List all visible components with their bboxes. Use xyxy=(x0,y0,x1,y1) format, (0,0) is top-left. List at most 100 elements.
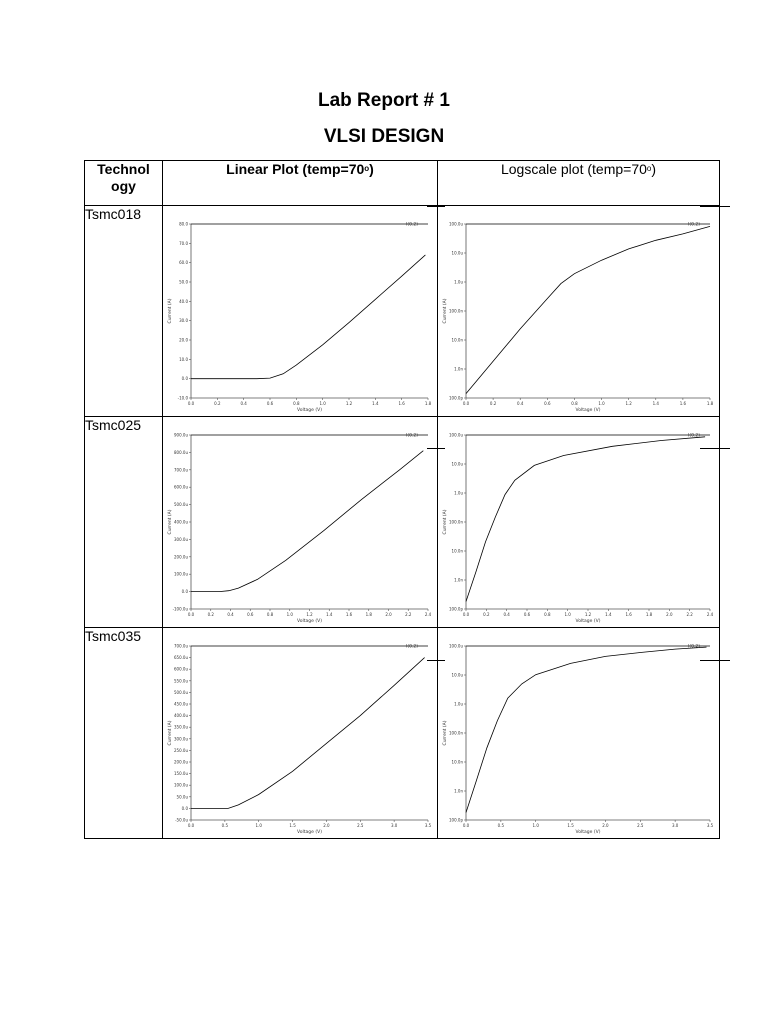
tsmc018-linear-chart: 80.070.060.050.040.030.020.010.00.0-10.0… xyxy=(167,222,432,414)
log-plot-cell: 100.0u 10.0u 1.0u 100.0n 10.0n 1.0n 100.0p 0.0 0… xyxy=(437,416,720,628)
log-header-text: Logscale plot (temp=70 xyxy=(500,161,647,177)
y-tick-label: 10.0n xyxy=(452,549,464,554)
y-axis-label: Current (A) xyxy=(167,298,173,323)
x-tick-label: 0.2 xyxy=(208,612,215,617)
y-tick-label: 60.0 xyxy=(179,260,188,265)
x-tick-label: 0.6 xyxy=(544,401,551,406)
x-tick-label: 2.0 xyxy=(666,612,673,617)
linear-degree-mark: o xyxy=(364,164,370,173)
y-tick-label: 250.0u xyxy=(174,748,188,753)
y-tick-label: 300.0u xyxy=(174,736,188,741)
y-axis-label: Current (A) xyxy=(442,298,448,323)
x-tick-label: 2.4 xyxy=(425,612,432,617)
y-tick-label: 30.0 xyxy=(179,318,188,323)
reference-label: I(0.2) xyxy=(688,433,700,439)
log-plot-cell: 100.0u 10.0u 1.0u 100.0n 10.0n 1.0n 100.0p 0.0 0… xyxy=(437,205,720,417)
x-tick-label: 0.2 xyxy=(214,401,221,406)
x-tick-label: 0.6 xyxy=(267,401,274,406)
x-tick-label: 1.0 xyxy=(533,823,540,828)
y-tick-label: 150.0u xyxy=(174,771,188,776)
y-tick-label: 1.0u xyxy=(454,280,463,285)
x-tick-label: 1.6 xyxy=(398,401,405,406)
x-tick-label: 0.0 xyxy=(188,401,195,406)
y-tick-label: 550.0u xyxy=(174,678,188,683)
technology-header-line1: Technol xyxy=(97,161,150,177)
y-tick-label: 10.0u xyxy=(452,251,464,256)
reference-label: I(0.2) xyxy=(406,433,418,439)
x-tick-label: 1.5 xyxy=(567,823,574,828)
y-tick-label: 400.0u xyxy=(174,713,188,718)
y-tick-label: 200.0u xyxy=(174,554,188,559)
x-tick-label: 0.0 xyxy=(463,612,470,617)
x-tick-label: 1.8 xyxy=(707,401,714,406)
x-tick-label: 0.2 xyxy=(483,612,490,617)
report-subtitle: VLSI DESIGN xyxy=(323,126,445,147)
x-tick-label: 0.0 xyxy=(188,612,195,617)
table-row: Tsmc025 900.0u 800.0u 700.0u 600.0u 500.0u 40… xyxy=(84,416,720,628)
y-tick-label: 650.0u xyxy=(174,655,188,660)
reference-label: I(0.2) xyxy=(406,644,418,650)
x-tick-label: 1.4 xyxy=(326,612,333,617)
y-tick-label: 500.0u xyxy=(174,502,188,507)
tsmc035-linear-chart: 700.0u 650.0u 600.0u 550.0u 500.0u 450.0u 400.… xyxy=(167,644,432,836)
series-line xyxy=(191,450,424,593)
x-tick-label: 1.0 xyxy=(287,612,294,617)
y-tick-label: 10.0 xyxy=(179,357,188,362)
y-tick-label: 100.0p xyxy=(449,818,463,823)
x-tick-label: 0.8 xyxy=(293,401,300,406)
series-line xyxy=(465,436,706,602)
y-tick-label: -10.0 xyxy=(178,396,189,401)
x-axis-label: Voltage (V) xyxy=(576,829,601,835)
x-tick-label: 1.4 xyxy=(372,401,379,406)
row-divider-stub xyxy=(700,206,730,207)
x-tick-label: 1.0 xyxy=(319,401,326,406)
y-tick-label: 500.0u xyxy=(174,690,188,695)
technology-cell: Tsmc018 xyxy=(84,205,163,417)
x-tick-label: 2.5 xyxy=(357,823,364,828)
y-tick-label: 600.0u xyxy=(174,667,188,672)
x-tick-label: 2.0 xyxy=(385,612,392,617)
y-tick-label: 10.0u xyxy=(452,462,464,467)
tsmc018-log-chart: 100.0u 10.0u 1.0u 100.0n 10.0n 1.0n 100.0p0.0 0… xyxy=(442,222,714,414)
reference-label: I(0.2) xyxy=(688,644,700,650)
x-tick-label: 1.8 xyxy=(425,401,432,406)
y-tick-label: 0.0 xyxy=(182,806,189,811)
x-axis-label: Voltage (V) xyxy=(576,618,601,624)
series-line xyxy=(465,646,707,813)
tsmc035-log-chart: 100.0u 10.0u 1.0u 100.0n 10.0n 1.0n 100.0p0.0 0… xyxy=(442,644,714,836)
technology-header: Technol ogy xyxy=(84,160,163,206)
x-tick-label: 0.8 xyxy=(544,612,551,617)
y-tick-label: 1.0n xyxy=(454,367,463,372)
y-tick-label: 100.0n xyxy=(449,309,463,314)
row-divider-stub xyxy=(700,448,730,449)
series-line xyxy=(465,226,711,394)
x-tick-label: 3.0 xyxy=(391,823,398,828)
x-tick-label: 1.0 xyxy=(256,823,263,828)
log-header-close: ) xyxy=(651,161,657,177)
x-tick-label: 1.0 xyxy=(598,401,605,406)
x-tick-label: 2.0 xyxy=(323,823,330,828)
row-divider-stub xyxy=(427,448,445,449)
x-axis-label: Voltage (V) xyxy=(297,407,322,413)
x-tick-label: 0.5 xyxy=(222,823,229,828)
linear-plot-cell: 80.0 70.0 60.0 50.0 40.0 30.0 20.0 10.0 0.0 -10.0… xyxy=(162,205,438,417)
series-line xyxy=(191,254,426,380)
y-tick-label: 80.0 xyxy=(179,222,188,227)
y-tick-label: 800.0u xyxy=(174,450,188,455)
y-tick-label: 1.0n xyxy=(454,578,463,583)
linear-header-text: Linear Plot (temp=70 xyxy=(226,161,365,177)
x-tick-label: 0.6 xyxy=(247,612,254,617)
y-tick-label: 10.0n xyxy=(452,760,464,765)
series-line xyxy=(191,657,425,809)
x-axis-label: Voltage (V) xyxy=(297,618,322,624)
x-tick-label: 0.0 xyxy=(463,823,470,828)
y-tick-label: 50.0u xyxy=(177,794,189,799)
y-axis-label: Current (A) xyxy=(442,720,448,745)
y-tick-label: 100.0p xyxy=(449,396,463,401)
y-tick-label: -50.0u xyxy=(175,818,188,823)
x-tick-label: 0.4 xyxy=(240,401,247,406)
y-tick-label: 1.0u xyxy=(454,491,463,496)
log-plot-header: Logscale plot (temp=70o) xyxy=(437,160,720,206)
y-tick-label: 70.0 xyxy=(179,241,188,246)
x-tick-label: 0.0 xyxy=(463,401,470,406)
